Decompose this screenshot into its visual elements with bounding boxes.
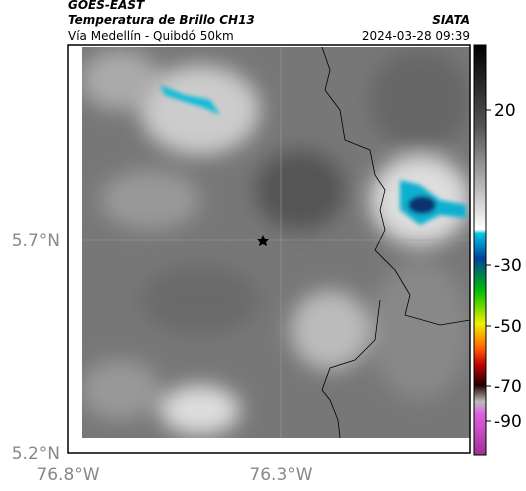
lat-label: 5.2°N (12, 444, 60, 464)
colorbar-label: -90 (494, 412, 522, 432)
subtitle: Vía Medellín - Quibdó 50km (68, 29, 234, 43)
org: SIATA (432, 13, 470, 27)
datetime: 2024-03-28 09:39 (362, 29, 470, 43)
colorbar-label: 20 (494, 101, 516, 121)
city-marker (257, 235, 269, 246)
colorbar-ticks: 20 -30 -50 -70 -90 (486, 101, 522, 432)
map-frame (67, 44, 471, 454)
title: Temperatura de Brillo CH13 (68, 13, 255, 27)
lon-label: 76.3°W (249, 465, 312, 485)
colorbar-label: -30 (494, 256, 522, 276)
lat-label: 5.7°N (12, 231, 60, 251)
colorbar (473, 44, 487, 456)
satellite-image (82, 47, 470, 438)
colorbar-label: -70 (494, 377, 522, 397)
colorbar-label: -50 (494, 317, 522, 337)
lon-label: 76.8°W (36, 465, 99, 485)
source: GOES-EAST (68, 0, 145, 12)
